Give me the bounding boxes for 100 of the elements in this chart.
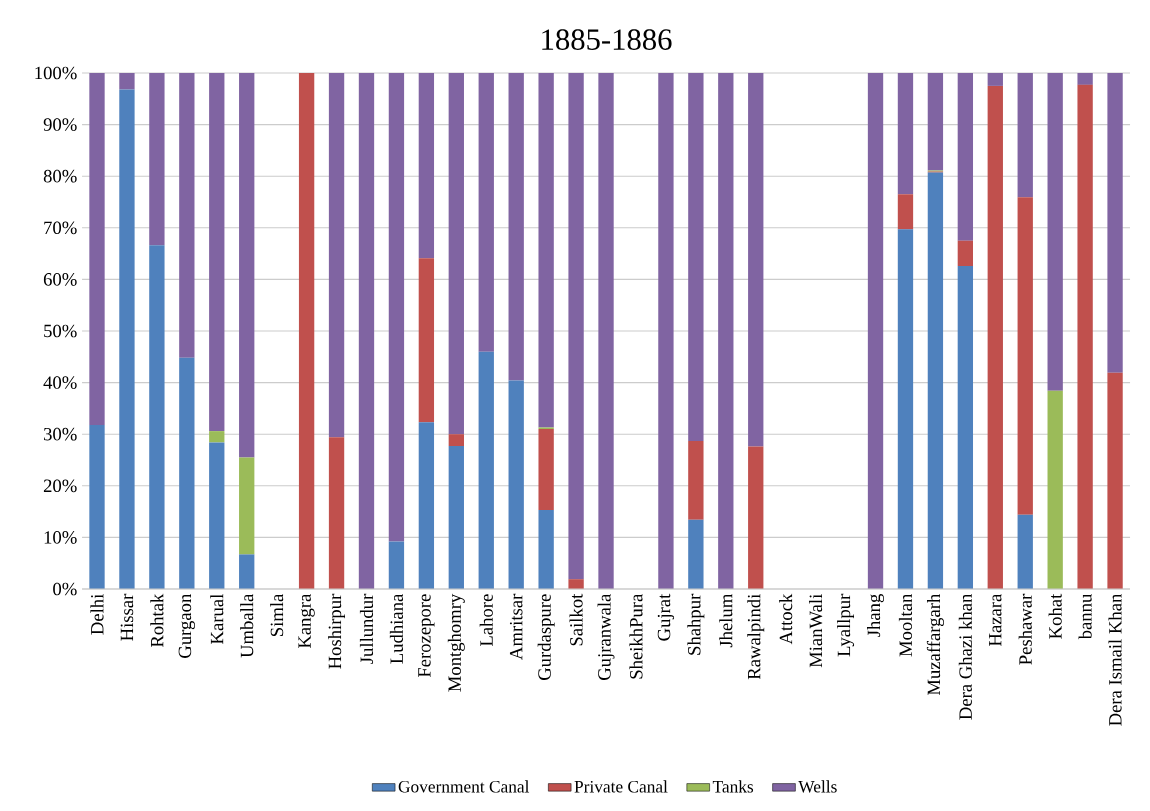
- bar: [328, 437, 345, 589]
- y-tick-label: 60%: [43, 273, 77, 286]
- bar: [897, 229, 914, 589]
- x-tick-label: Karual: [210, 594, 224, 644]
- x-tick-label: Amritsar: [509, 593, 523, 660]
- bar: [418, 73, 435, 259]
- x-tick-label: Delhi: [90, 594, 104, 635]
- bar: [478, 73, 494, 352]
- bar: [418, 422, 435, 589]
- bar: [239, 73, 255, 458]
- y-tick-label: 80%: [43, 169, 77, 183]
- bar: [448, 73, 464, 435]
- x-tick-label: Jullundur: [359, 593, 374, 664]
- bar: [209, 442, 225, 589]
- x-tick-label: Rohtak: [150, 593, 164, 648]
- bar: [298, 73, 315, 589]
- y-tick-label: 10%: [44, 531, 77, 544]
- x-tick-label: Simla: [270, 593, 284, 637]
- bar: [508, 73, 524, 381]
- bar: [957, 240, 974, 266]
- legend-label: Tanks: [712, 780, 754, 793]
- x-tick-label: Kohat: [1048, 593, 1062, 639]
- bar: [448, 434, 464, 447]
- bar: [239, 457, 255, 555]
- bar: [508, 380, 524, 589]
- legend-label: Government Canal: [398, 780, 530, 793]
- legend-label: Private Canal: [574, 780, 668, 793]
- bar: [119, 73, 135, 90]
- bar: [89, 73, 105, 425]
- x-tick-label: Attock: [779, 593, 793, 645]
- bar: [388, 73, 405, 542]
- x-tick-label: Jhelum: [719, 593, 733, 648]
- bar: [418, 258, 435, 423]
- x-tick-label: Jhang: [867, 594, 885, 637]
- bar: [328, 73, 345, 438]
- x-tick-label: Gurgaon: [178, 593, 196, 658]
- y-tick-label: 90%: [43, 118, 77, 131]
- x-tick-label: Hissar: [120, 593, 134, 641]
- x-tick-label: bannu: [1078, 594, 1092, 640]
- bar: [358, 73, 375, 589]
- bar: [688, 440, 704, 520]
- bar: [538, 73, 554, 428]
- y-tick-label: 100%: [35, 66, 77, 80]
- bar: [1047, 390, 1063, 589]
- bar: [927, 73, 944, 171]
- y-tick-label: 30%: [44, 427, 77, 441]
- y-tick-label: 70%: [44, 221, 77, 235]
- bar: [688, 519, 704, 589]
- y-tick-label: 50%: [44, 324, 77, 338]
- x-tick-label: Gurdaspure: [537, 594, 555, 681]
- bar: [1047, 73, 1063, 391]
- bar: [1017, 197, 1033, 515]
- bar: [538, 510, 554, 589]
- x-tick-label: Montghomry: [447, 593, 465, 692]
- x-tick-label: Dera Ghazi khan: [958, 593, 972, 720]
- x-tick-label: Kangra: [298, 593, 315, 649]
- bar: [897, 73, 914, 195]
- legend-label: Wells: [798, 780, 837, 793]
- x-tick-label: Lyallpur: [837, 593, 855, 657]
- bar: [448, 446, 464, 589]
- x-tick-label: Sailkot: [569, 593, 583, 646]
- y-tick-label: 20%: [43, 479, 77, 493]
- bar: [1017, 73, 1033, 198]
- bar: [688, 73, 704, 441]
- bar: [718, 73, 734, 589]
- bar: [867, 73, 884, 589]
- bar: [119, 89, 135, 589]
- bar: [987, 73, 1003, 86]
- bar: [1077, 84, 1093, 589]
- x-tick-label: Rawalpindi: [747, 594, 765, 680]
- x-tick-label: Muzaffargarh: [926, 593, 944, 696]
- bar: [568, 73, 584, 580]
- bar: [1077, 73, 1093, 85]
- bar: [957, 73, 974, 241]
- bar: [1107, 372, 1123, 589]
- x-tick-label: Gujrat: [657, 593, 675, 641]
- bar: [149, 245, 165, 589]
- bar: [209, 431, 225, 443]
- bar: [89, 424, 105, 589]
- bar: [748, 73, 764, 447]
- x-tick-label: Lahore: [479, 594, 493, 647]
- x-tick-label: Dera Ismail Khan: [1108, 593, 1122, 726]
- bar: [748, 446, 764, 589]
- y-tick-label: 40%: [43, 376, 77, 389]
- bar: [209, 73, 225, 432]
- x-tick-label: Shahpur: [687, 593, 705, 655]
- bar: [1107, 73, 1123, 373]
- y-tick-label: 0%: [53, 582, 77, 596]
- x-tick-label: Hoshirpur: [328, 593, 346, 669]
- bar: [658, 73, 674, 589]
- x-tick-label: Umballa: [240, 593, 254, 658]
- bar: [897, 194, 914, 230]
- bar: [478, 351, 494, 589]
- x-tick-label: Ferozepore: [418, 594, 435, 678]
- x-tick-label: Gujranwala: [597, 593, 615, 681]
- bar: [598, 73, 614, 589]
- bar: [149, 73, 165, 246]
- x-tick-label: Hazara: [989, 593, 1002, 647]
- bar: [538, 429, 554, 511]
- x-tick-label: Peshawar: [1018, 593, 1032, 665]
